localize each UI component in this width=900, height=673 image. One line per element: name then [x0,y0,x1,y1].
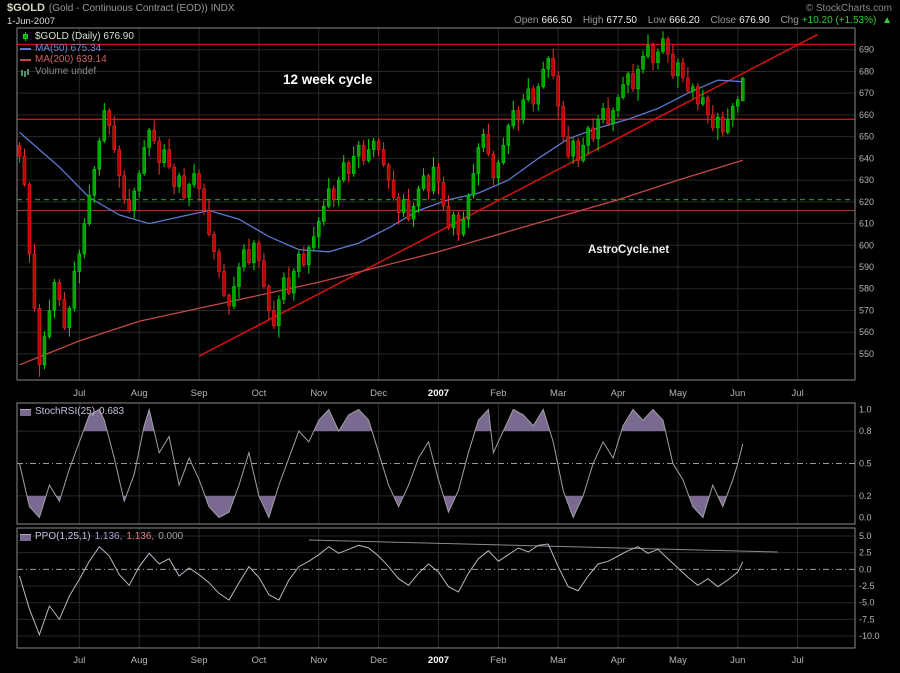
svg-text:2007: 2007 [428,655,449,666]
legend-ma200-label: MA(200) 639.14 [35,54,107,65]
svg-text:May: May [669,655,687,666]
svg-text:May: May [669,388,687,399]
svg-text:0.0: 0.0 [859,564,872,574]
close-value: 676.90 [739,15,770,26]
ppo-series-icon [20,532,31,542]
stochrsi-name: StochRSI(25) [35,406,96,417]
svg-text:5.0: 5.0 [859,531,872,541]
svg-text:550: 550 [859,349,874,359]
legend-row-volume: Volume undef [20,66,134,78]
svg-text:Sep: Sep [191,655,208,666]
svg-text:650: 650 [859,132,874,142]
legend-row-stochrsi: StochRSI(25) 0.683 [20,406,124,418]
svg-text:-5.0: -5.0 [859,598,875,608]
cycle-annotation: 12 week cycle [283,72,373,87]
ticker-symbol: $GOLD [7,2,45,14]
svg-text:Dec: Dec [370,388,387,399]
svg-text:-7.5: -7.5 [859,614,875,624]
svg-text:Feb: Feb [490,655,506,666]
svg-text:Jul: Jul [792,655,804,666]
svg-text:620: 620 [859,197,874,207]
legend-gold-label: $GOLD (Daily) 676.90 [35,31,134,42]
svg-text:Apr: Apr [611,388,626,399]
svg-text:570: 570 [859,305,874,315]
ppo-value-1: 1.136, [94,531,123,542]
svg-text:Jul: Jul [73,655,85,666]
svg-text:Sep: Sep [191,388,208,399]
svg-text:Mar: Mar [550,388,566,399]
legend-ma50-label: MA(50) 675.34 [35,42,102,54]
svg-text:Nov: Nov [310,388,327,399]
svg-text:0.5: 0.5 [859,459,872,469]
svg-text:Jun: Jun [730,655,745,666]
svg-text:Oct: Oct [252,655,267,666]
svg-text:Aug: Aug [131,655,148,666]
stochrsi-legend: StochRSI(25) 0.683 [20,406,124,418]
svg-text:670: 670 [859,88,874,98]
ppo-name: PPO(1,25,1) [35,531,91,542]
stochrsi-series-icon [20,407,31,417]
chg-value: +10.20 (+1.53%) [801,15,877,26]
close-label: Close [710,15,737,26]
svg-text:-2.5: -2.5 [859,581,875,591]
svg-text:Mar: Mar [550,655,566,666]
legend-row-ppo: PPO(1,25,1) 1.136, 1.136, 0.000 [20,531,183,543]
svg-text:Jul: Jul [73,388,85,399]
svg-text:610: 610 [859,219,874,229]
svg-text:Oct: Oct [252,388,267,399]
svg-text:0.2: 0.2 [859,491,872,501]
open-value: 666.50 [541,15,573,26]
svg-text:580: 580 [859,284,874,294]
svg-text:Aug: Aug [131,388,148,399]
candlestick-series-icon [20,32,31,42]
low-label: Low [647,15,667,26]
svg-text:0.8: 0.8 [859,426,872,436]
high-value: 677.50 [606,15,637,26]
svg-text:2.5: 2.5 [859,548,872,558]
ma50-line-icon [20,44,31,53]
ohlc-quote-strip: Open 666.50 High 677.50 Low 666.20 Close 676… [506,15,892,26]
chg-label: Chg [780,15,799,26]
up-arrow-icon: ▲ [882,15,892,26]
ma200-line-icon [20,55,31,64]
legend-row-gold: $GOLD (Daily) 676.90 [20,31,134,43]
svg-text:560: 560 [859,327,874,337]
svg-text:640: 640 [859,153,874,163]
ticker-description: (Gold - Continuous Contract (EOD)) INDX [48,3,235,14]
legend-row-ma200: MA(200) 639.14 [20,54,134,66]
volume-bars-icon [20,67,31,76]
svg-text:Nov: Nov [310,655,327,666]
svg-text:630: 630 [859,175,874,185]
svg-text:680: 680 [859,66,874,76]
stochrsi-value: 0.683 [99,406,125,417]
astrocycle-watermark: AstroCycle.net [588,244,670,256]
svg-text:2007: 2007 [428,388,449,399]
svg-text:590: 590 [859,262,874,272]
svg-text:Feb: Feb [490,388,506,399]
copyright-label: © StockCharts.com [805,3,892,14]
svg-text:0.0: 0.0 [859,513,872,523]
svg-text:Jun: Jun [730,388,745,399]
legend-volume-label: Volume undef [35,65,97,77]
svg-text:600: 600 [859,240,874,250]
ppo-value-3: 0.000 [158,531,184,542]
svg-text:Dec: Dec [370,655,387,666]
main-chart-legend: $GOLD (Daily) 676.90 MA(50) 675.34 MA(20… [20,31,134,77]
legend-row-ma50: MA(50) 675.34 [20,43,134,55]
svg-text:1.0: 1.0 [859,404,872,414]
chart-date: 1-Jun-2007 [7,16,56,27]
chart-title-bar: $GOLD (Gold - Continuous Contract (EOD)) … [7,2,235,14]
low-value: 666.20 [669,15,700,26]
high-label: High [582,15,604,26]
svg-text:690: 690 [859,45,874,55]
svg-text:Jul: Jul [792,388,804,399]
svg-text:660: 660 [859,110,874,120]
ppo-legend: PPO(1,25,1) 1.136, 1.136, 0.000 [20,531,183,543]
open-label: Open [513,15,539,26]
svg-text:-10.0: -10.0 [859,631,880,641]
svg-text:Apr: Apr [611,655,626,666]
ppo-value-2: 1.136, [126,531,155,542]
